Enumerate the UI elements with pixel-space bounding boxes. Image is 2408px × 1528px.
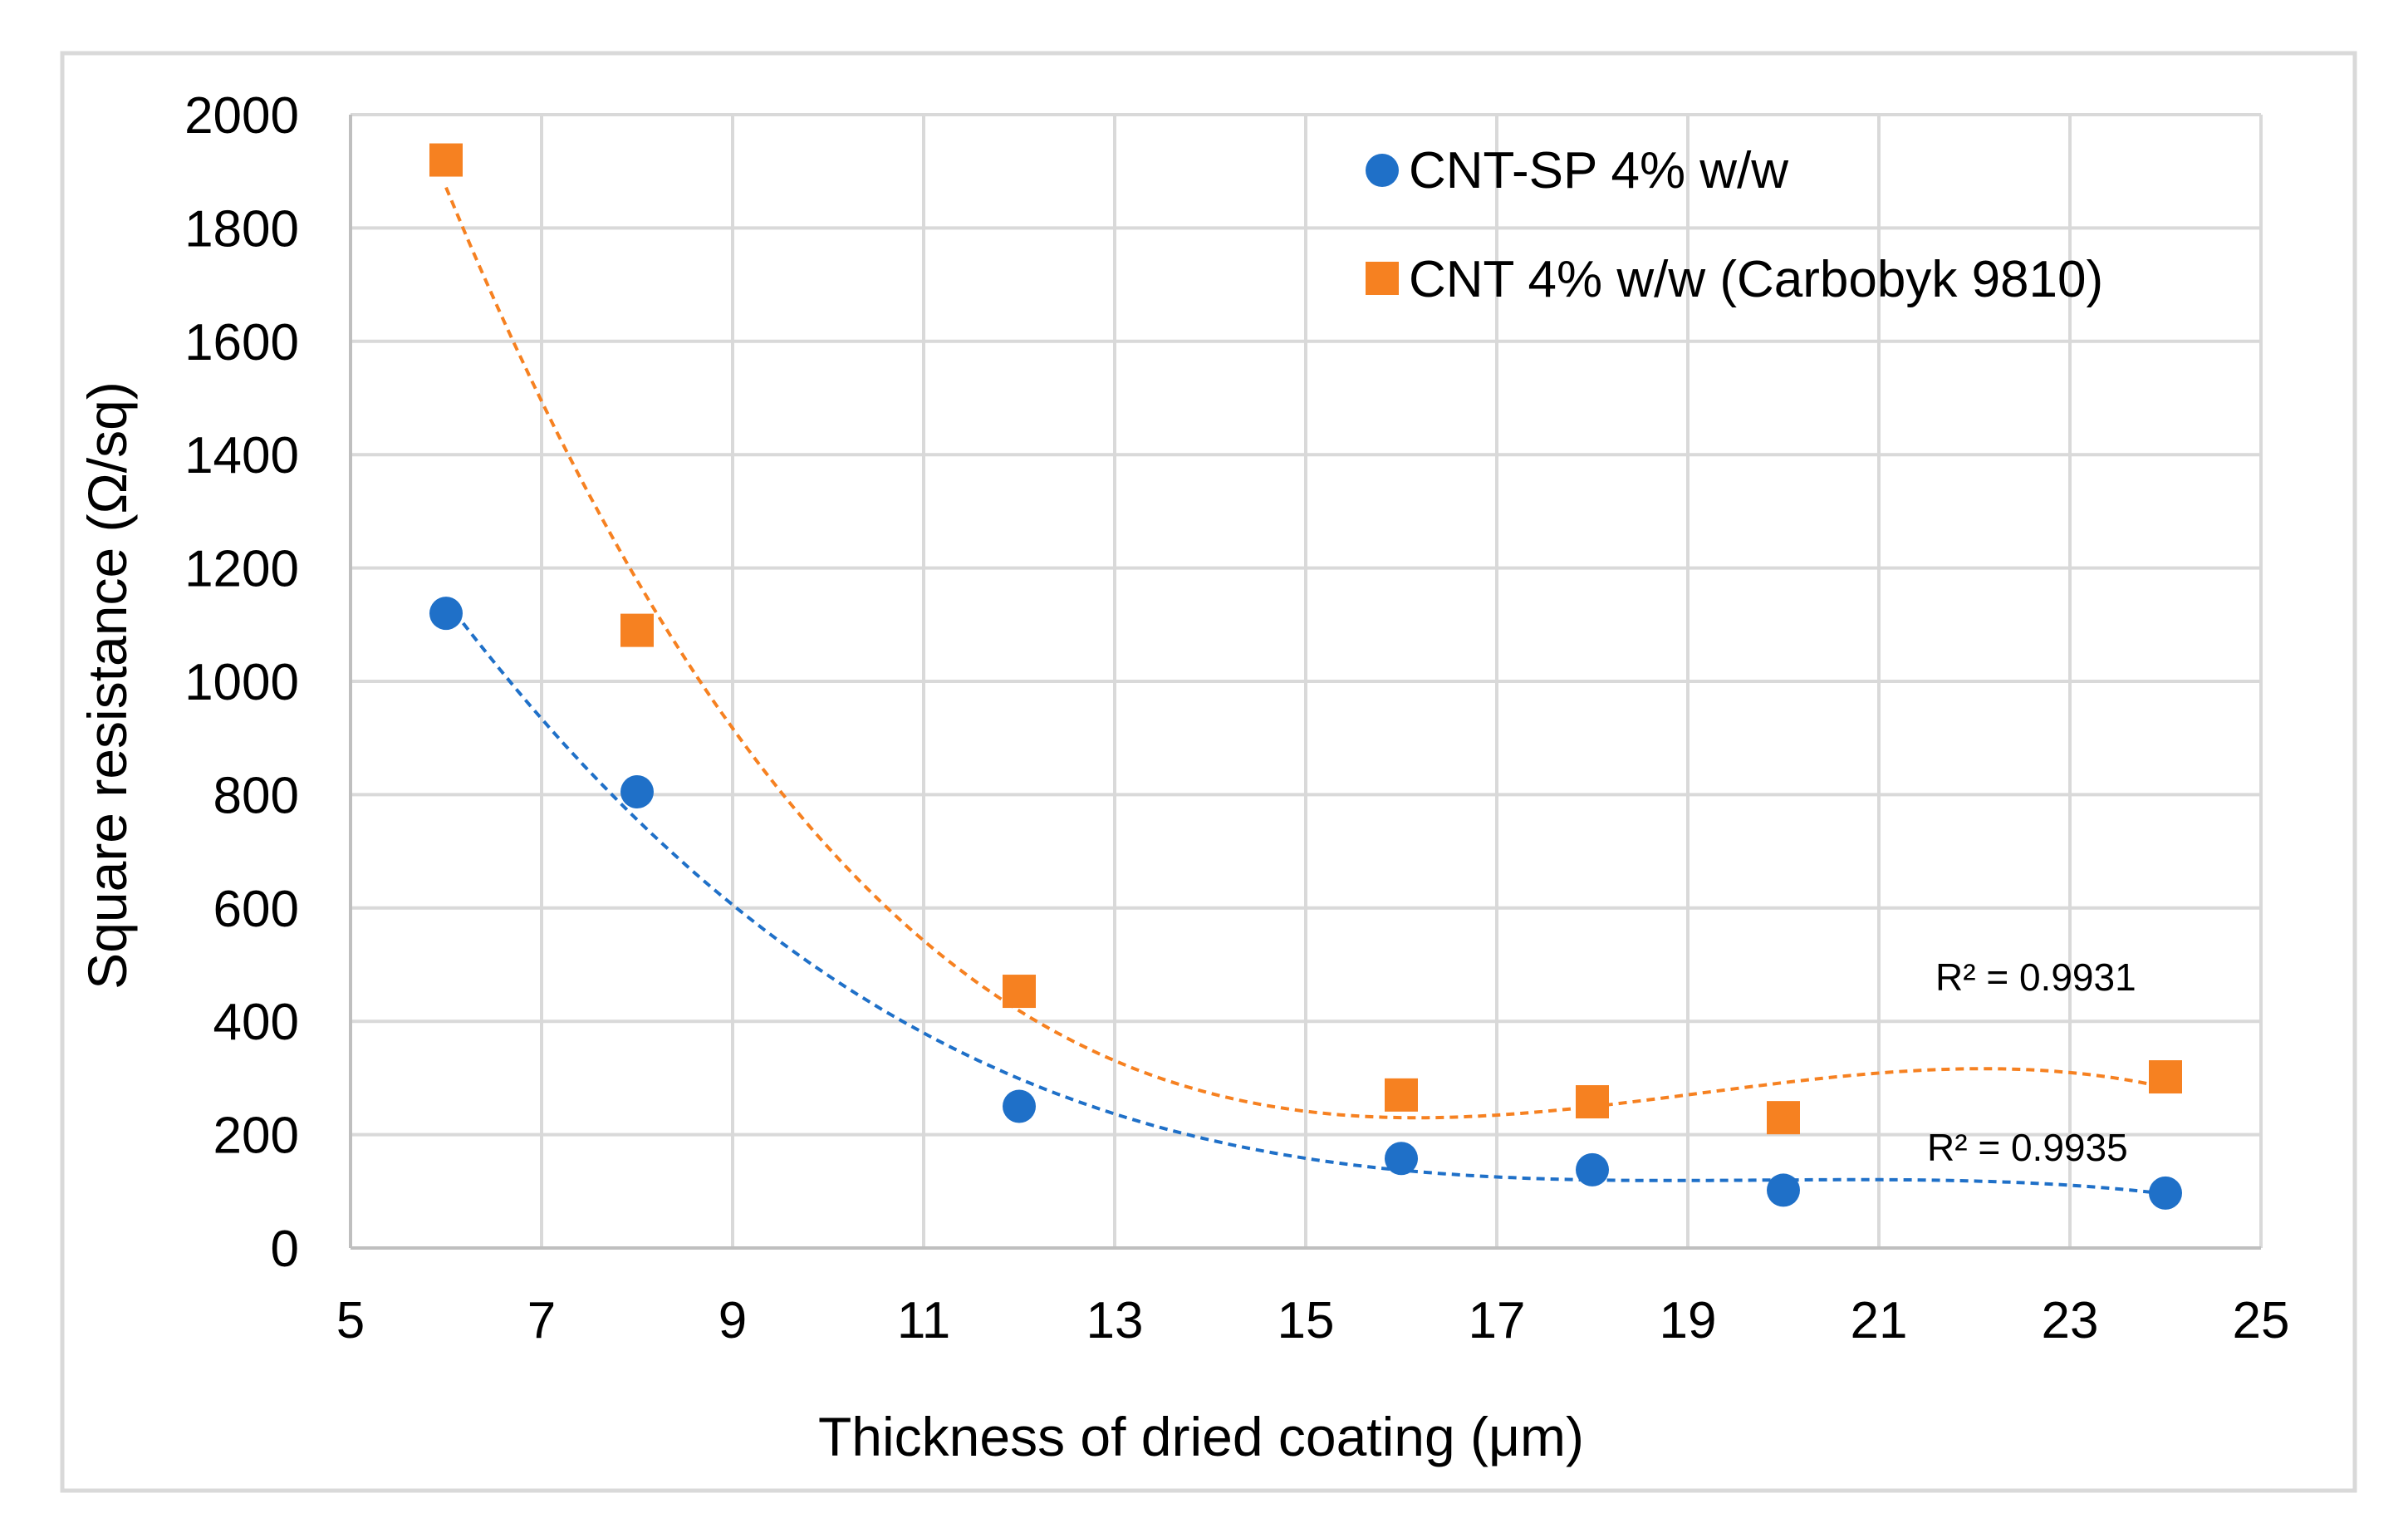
y-tick-label: 1800 [184, 200, 299, 258]
x-tick-label: 13 [1086, 1292, 1144, 1349]
legend-label-cnt-carbobyk: CNT 4% w/w (Carbobyk 9810) [1409, 251, 2103, 308]
r2-label-cnt-carbobyk: R² = 0.9931 [1935, 956, 2136, 999]
y-tick-label: 1400 [184, 427, 299, 484]
x-tick-label: 21 [1851, 1292, 1908, 1349]
data-point-cnt-carbobyk [1385, 1078, 1418, 1112]
x-tick-label: 23 [2042, 1292, 2099, 1349]
legend-label-cnt-sp: CNT-SP 4% w/w [1409, 142, 1788, 199]
y-tick-label: 2000 [184, 87, 299, 145]
x-axis-title: Thickness of dried coating (μm) [818, 1406, 1584, 1467]
data-point-cnt-sp [2149, 1176, 2182, 1210]
data-point-cnt-carbobyk [1003, 975, 1036, 1009]
x-tick-label: 15 [1278, 1292, 1335, 1349]
y-tick-label: 1200 [184, 541, 299, 598]
tick-labels: 0 200 400 600 800 1000 1200 1400 1600 1800 2000 5 7 9… [184, 87, 2289, 1349]
data-point-cnt-carbobyk [2149, 1060, 2182, 1094]
x-tick-label: 9 [718, 1292, 747, 1349]
legend-marker-cnt-sp [1366, 154, 1399, 187]
x-tick-label: 7 [527, 1292, 556, 1349]
trendline-cnt-sp [444, 599, 2166, 1196]
y-tick-label: 1600 [184, 314, 299, 371]
legend-marker-cnt-carbobyk [1366, 262, 1399, 295]
data-point-cnt-sp [1767, 1173, 1800, 1207]
x-tick-label: 5 [336, 1292, 365, 1349]
data-point-cnt-sp [1385, 1142, 1418, 1176]
y-tick-label: 800 [213, 767, 299, 824]
data-point-cnt-carbobyk [620, 613, 654, 647]
x-tick-label: 11 [897, 1292, 950, 1349]
data-point-cnt-sp [1576, 1152, 1609, 1187]
y-tick-label: 200 [213, 1108, 299, 1165]
data-point-cnt-sp [1003, 1089, 1036, 1123]
data-point-cnt-carbobyk [429, 143, 463, 177]
data-point-cnt-sp [429, 597, 463, 631]
y-tick-label: 1000 [184, 654, 299, 711]
y-tick-label: 400 [213, 994, 299, 1051]
y-axis-title: Square resistance (Ω/sq) [76, 381, 138, 990]
axes [349, 115, 2261, 1250]
trendlines [444, 186, 2166, 1196]
data-point-cnt-carbobyk [1767, 1101, 1800, 1135]
data-point-cnt-sp [620, 774, 654, 808]
x-tick-label: 25 [2233, 1292, 2290, 1349]
legend: CNT-SP 4% w/w CNT 4% w/w (Carbobyk 9810) [1366, 142, 2103, 308]
y-tick-label: 0 [271, 1221, 299, 1278]
data-points [429, 143, 2182, 1210]
trendline-cnt-carbobyk [444, 186, 2166, 1120]
x-tick-label: 19 [1660, 1292, 1717, 1349]
y-tick-label: 600 [213, 881, 299, 938]
r2-label-cnt-sp: R² = 0.9935 [1927, 1126, 2128, 1169]
x-tick-label: 17 [1469, 1292, 1526, 1349]
data-point-cnt-carbobyk [1576, 1085, 1609, 1119]
chart-frame [60, 51, 2357, 1493]
grid-lines [351, 113, 2263, 1248]
